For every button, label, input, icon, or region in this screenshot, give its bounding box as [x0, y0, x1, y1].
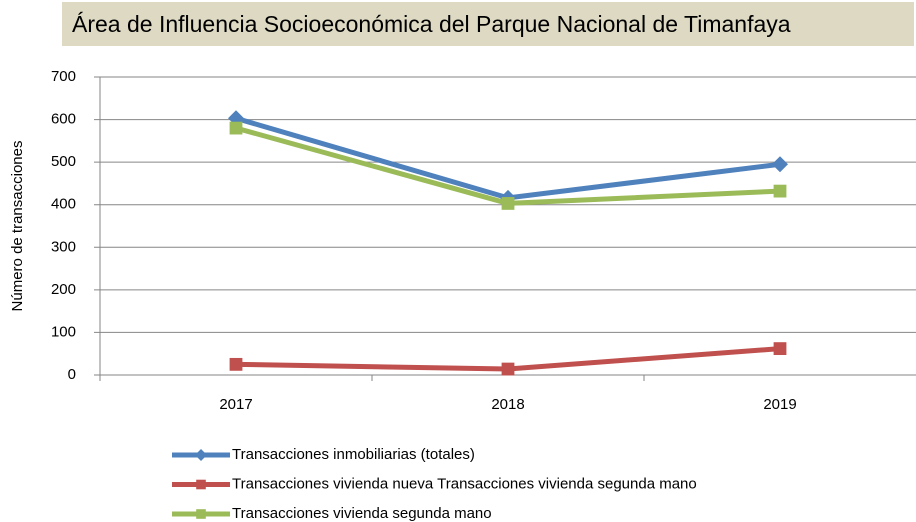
legend-marker — [196, 509, 206, 519]
y-axis-label: Número de transacciones — [9, 141, 26, 312]
x-tick-label: 2018 — [491, 396, 524, 413]
y-tick-label: 400 — [51, 196, 76, 213]
marker — [773, 184, 787, 198]
title-box — [62, 2, 914, 46]
legend-label: Transacciones vivienda nueva Transaccion… — [232, 475, 697, 492]
marker — [229, 121, 243, 135]
legend-label: Transacciones vivienda segunda mano — [232, 505, 492, 522]
x-tick-label: 2019 — [763, 396, 796, 413]
marker — [773, 342, 787, 356]
y-tick-label: 100 — [51, 323, 76, 340]
marker — [501, 197, 515, 210]
marker — [772, 156, 788, 173]
y-tick-label: 300 — [51, 238, 76, 255]
y-tick-label: 700 — [51, 68, 76, 85]
y-tick-label: 0 — [68, 366, 76, 383]
marker — [501, 362, 515, 376]
y-tick-label: 600 — [51, 111, 76, 128]
chart-title: Área de Influencia Socioeconómica del Pa… — [72, 11, 791, 37]
marker — [229, 357, 243, 371]
legend-label: Transacciones inmobiliarias (totales) — [232, 446, 475, 463]
series-line — [235, 115, 781, 201]
x-tick-label: 2017 — [219, 396, 252, 413]
y-tick-label: 500 — [51, 153, 76, 170]
y-tick-label: 200 — [51, 281, 76, 298]
legend-marker — [195, 449, 207, 461]
legend-marker — [196, 479, 206, 490]
